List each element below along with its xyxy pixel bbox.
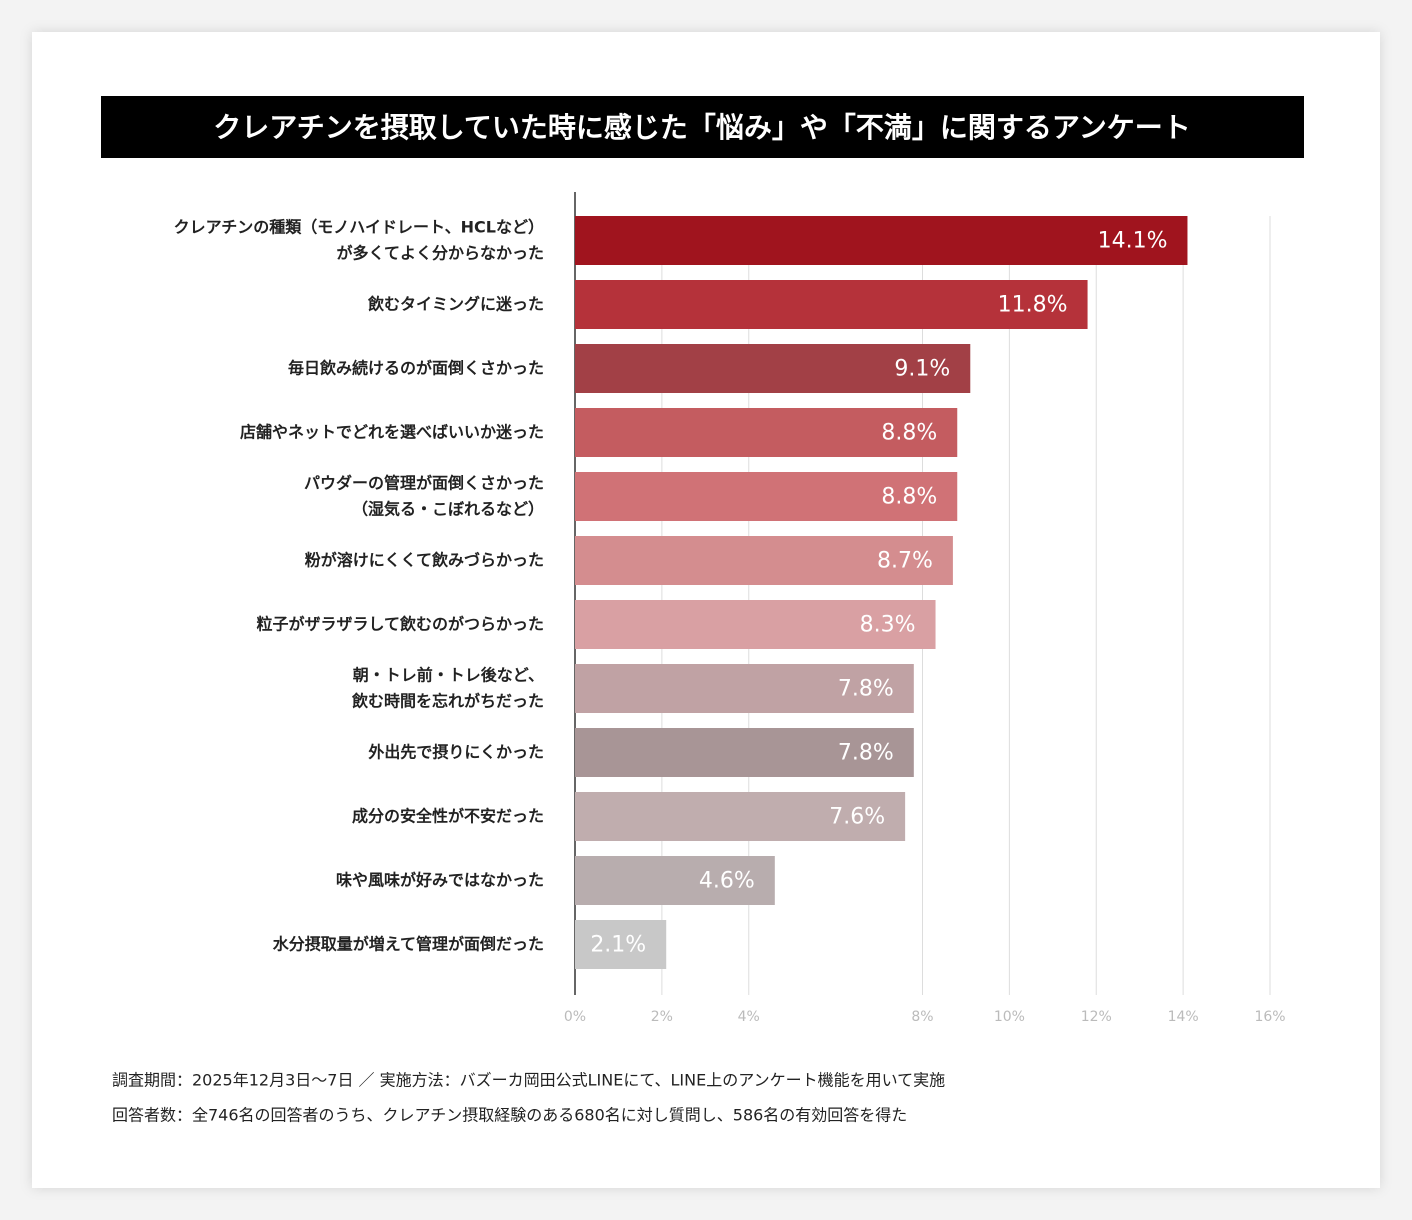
bar <box>575 856 775 905</box>
category-label: 店舗やネットでどれを選べばいいか迷った <box>240 422 544 441</box>
value-label: 11.8% <box>998 293 1068 318</box>
bar <box>575 920 667 969</box>
x-tick-label: 2% <box>651 1009 673 1025</box>
x-tick-label: 4% <box>738 1009 760 1025</box>
category-label: 毎日飲み続けるのが面倒くさかった <box>288 358 544 377</box>
bar <box>575 664 914 713</box>
category-label: 成分の安全性が不安だった <box>352 806 544 825</box>
bar <box>575 792 906 841</box>
value-label: 7.8% <box>838 741 894 766</box>
category-label: パウダーの管理が面倒くさかった（湿気る・こぼれるなど） <box>304 473 544 518</box>
x-tick-label: 16% <box>1254 1009 1285 1025</box>
note: 回答者数：全746名の回答者のうち、クレアチン摂取経験のある680名に対し質問し… <box>112 1106 907 1125</box>
value-label: 2.1% <box>590 933 646 958</box>
value-label: 14.1% <box>1098 229 1168 254</box>
value-label: 4.6% <box>699 869 755 894</box>
value-label: 9.1% <box>894 357 950 382</box>
x-tick-label: 12% <box>1081 1009 1112 1025</box>
bar <box>575 408 958 457</box>
title-bar <box>101 96 1304 158</box>
value-label: 7.8% <box>838 677 894 702</box>
bar <box>575 728 914 777</box>
x-tick-label: 14% <box>1168 1009 1199 1025</box>
note: 調査期間：2025年12月3日〜7日 ／ 実施方法：バズーカ岡田公式LINEにて… <box>112 1071 945 1090</box>
value-label: 8.7% <box>877 549 933 574</box>
category-label: 朝・トレ前・トレ後など、飲む時間を忘れがちだった <box>351 665 544 710</box>
category-label: 粒子がザラザラして飲むのがつらかった <box>256 614 544 633</box>
bar <box>575 536 953 585</box>
x-tick-label: 8% <box>911 1009 933 1025</box>
category-label: 飲むタイミングに迷った <box>367 294 544 313</box>
x-tick-label: 10% <box>994 1009 1025 1025</box>
value-label: 8.3% <box>860 613 916 638</box>
category-label: 粉が溶けにくくて飲みづらかった <box>305 550 544 569</box>
x-tick-label: 0% <box>564 1009 586 1025</box>
category-label: 水分摂取量が増えて管理が面倒だった <box>273 934 544 953</box>
value-label: 7.6% <box>829 805 885 830</box>
value-label: 8.8% <box>881 485 937 510</box>
chart-title: クレアチンを摂取していた時に感じた「悩み」や「不満」に関するアンケート <box>213 111 1190 144</box>
category-label: クレアチンの種類（モノハイドレート、HCLなど）が多くてよく分からなかった <box>174 217 544 262</box>
bar <box>575 280 1088 329</box>
category-label: 外出先で摂りにくかった <box>367 742 544 761</box>
bar <box>575 344 971 393</box>
bar <box>575 600 936 649</box>
bar <box>575 472 958 521</box>
category-label: 味や風味が好みではなかった <box>336 870 544 889</box>
bar <box>575 216 1188 265</box>
value-label: 8.8% <box>881 421 937 446</box>
